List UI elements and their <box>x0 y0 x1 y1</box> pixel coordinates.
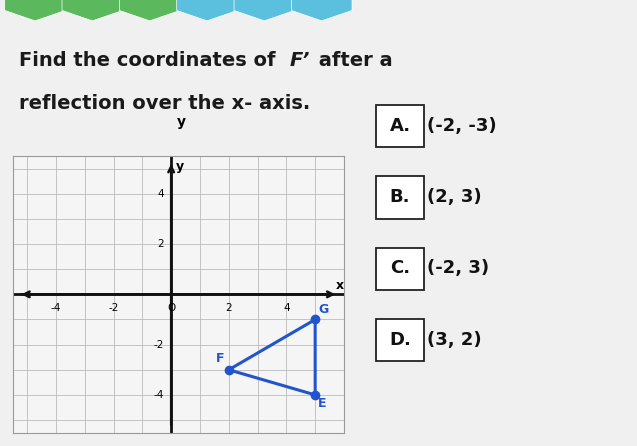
Text: B.: B. <box>390 188 410 206</box>
Text: Find the coordinates of: Find the coordinates of <box>19 51 282 70</box>
Text: -4: -4 <box>154 390 164 400</box>
Text: C.: C. <box>390 260 410 277</box>
Polygon shape <box>234 0 295 21</box>
Text: after a: after a <box>312 51 393 70</box>
Text: -2: -2 <box>154 340 164 350</box>
Text: -4: -4 <box>51 303 61 313</box>
FancyBboxPatch shape <box>376 176 424 219</box>
Text: 2: 2 <box>225 303 232 313</box>
Text: -2: -2 <box>108 303 118 313</box>
Polygon shape <box>62 0 123 21</box>
Text: 2: 2 <box>157 239 164 249</box>
Text: D.: D. <box>389 331 411 349</box>
Polygon shape <box>119 0 180 21</box>
Polygon shape <box>4 0 66 21</box>
Text: (3, 2): (3, 2) <box>427 331 482 349</box>
Text: y: y <box>175 160 183 173</box>
FancyBboxPatch shape <box>376 105 424 147</box>
Text: x: x <box>336 279 344 292</box>
Polygon shape <box>291 0 352 21</box>
Text: reflection over the x- axis.: reflection over the x- axis. <box>19 94 310 113</box>
Text: y: y <box>177 116 186 129</box>
Text: O: O <box>167 303 175 313</box>
Text: G: G <box>318 303 328 316</box>
Polygon shape <box>176 0 238 21</box>
Text: E: E <box>318 397 327 410</box>
Text: 4: 4 <box>283 303 290 313</box>
Text: F’: F’ <box>290 51 310 70</box>
FancyBboxPatch shape <box>376 248 424 290</box>
Text: (2, 3): (2, 3) <box>427 188 482 206</box>
FancyBboxPatch shape <box>376 319 424 361</box>
Text: (-2, 3): (-2, 3) <box>427 260 489 277</box>
Text: (-2, -3): (-2, -3) <box>427 117 496 135</box>
Text: F: F <box>216 352 224 365</box>
Text: A.: A. <box>389 117 411 135</box>
Text: 4: 4 <box>157 189 164 199</box>
